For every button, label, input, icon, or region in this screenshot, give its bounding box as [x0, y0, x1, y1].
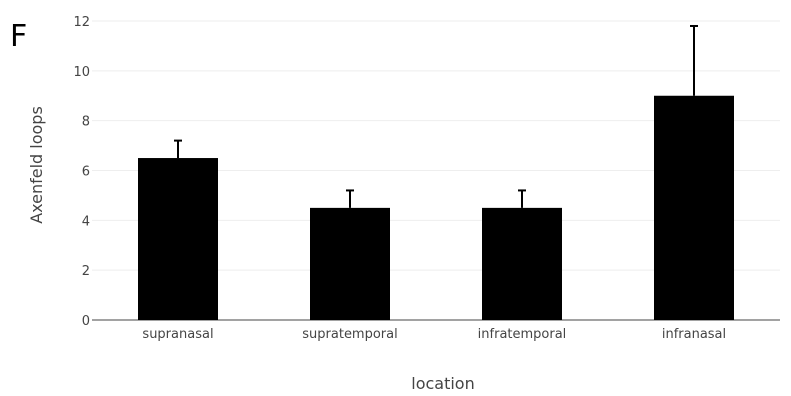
x-tick-label: supranasal	[142, 327, 213, 342]
y-tick-label: 6	[82, 165, 90, 180]
y-tick-label: 8	[82, 115, 90, 130]
y-tick-label: 0	[82, 314, 90, 329]
x-axis-ticks: supranasal supratemporal infratemporal infr…	[142, 327, 726, 342]
bar	[654, 95, 734, 320]
bars	[138, 95, 734, 320]
x-tick-label: infranasal	[662, 327, 726, 342]
y-tick-label: 12	[73, 15, 90, 30]
y-tick-label: 2	[82, 264, 90, 279]
y-tick-label: 10	[73, 65, 90, 80]
y-tick-label: 4	[82, 214, 90, 229]
x-tick-label: supratemporal	[302, 327, 397, 342]
bar	[138, 158, 218, 320]
bar	[482, 207, 562, 320]
panel-label: F	[10, 19, 28, 54]
y-axis-title: Axenfeld loops	[27, 106, 46, 224]
x-tick-label: infratemporal	[478, 327, 567, 342]
bar	[310, 207, 390, 320]
x-axis-title: location	[411, 374, 474, 393]
y-axis-ticks: 0 2 4 6 8 10 12	[73, 15, 90, 329]
error-bars	[174, 24, 698, 208]
